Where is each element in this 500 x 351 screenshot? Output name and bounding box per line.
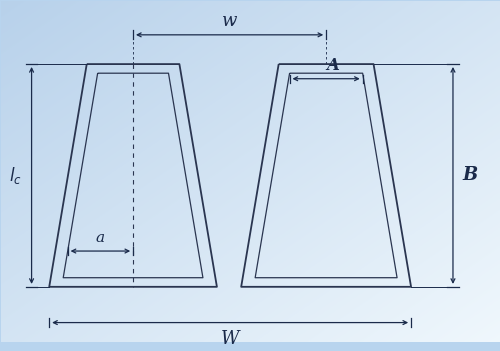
Text: A: A [326, 57, 339, 74]
Text: W: W [221, 330, 240, 348]
Text: $l_c$: $l_c$ [9, 165, 22, 186]
Text: B: B [462, 166, 478, 185]
Text: w: w [222, 12, 238, 30]
Text: a: a [96, 231, 105, 245]
